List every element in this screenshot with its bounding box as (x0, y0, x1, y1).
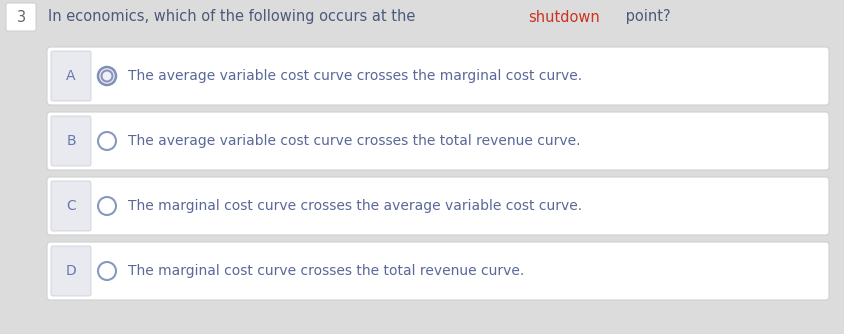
Text: D: D (66, 264, 76, 278)
Circle shape (98, 197, 116, 215)
FancyBboxPatch shape (47, 112, 829, 170)
Text: A: A (66, 69, 76, 83)
Circle shape (98, 132, 116, 150)
Text: The marginal cost curve crosses the average variable cost curve.: The marginal cost curve crosses the aver… (128, 199, 582, 213)
Circle shape (98, 67, 116, 85)
Text: In economics, which of the following occurs at the: In economics, which of the following occ… (48, 9, 420, 24)
Text: The average variable cost curve crosses the marginal cost curve.: The average variable cost curve crosses … (128, 69, 582, 83)
FancyBboxPatch shape (51, 116, 91, 166)
Text: C: C (66, 199, 76, 213)
Text: B: B (66, 134, 76, 148)
Text: shutdown: shutdown (528, 9, 600, 24)
Text: The marginal cost curve crosses the total revenue curve.: The marginal cost curve crosses the tota… (128, 264, 524, 278)
Text: The average variable cost curve crosses the total revenue curve.: The average variable cost curve crosses … (128, 134, 581, 148)
Circle shape (101, 70, 112, 81)
Text: 3: 3 (16, 9, 25, 24)
FancyBboxPatch shape (6, 3, 36, 31)
Circle shape (98, 262, 116, 280)
FancyBboxPatch shape (51, 181, 91, 231)
FancyBboxPatch shape (47, 177, 829, 235)
FancyBboxPatch shape (51, 51, 91, 101)
FancyBboxPatch shape (51, 246, 91, 296)
Text: point?: point? (620, 9, 670, 24)
FancyBboxPatch shape (47, 47, 829, 105)
FancyBboxPatch shape (47, 242, 829, 300)
